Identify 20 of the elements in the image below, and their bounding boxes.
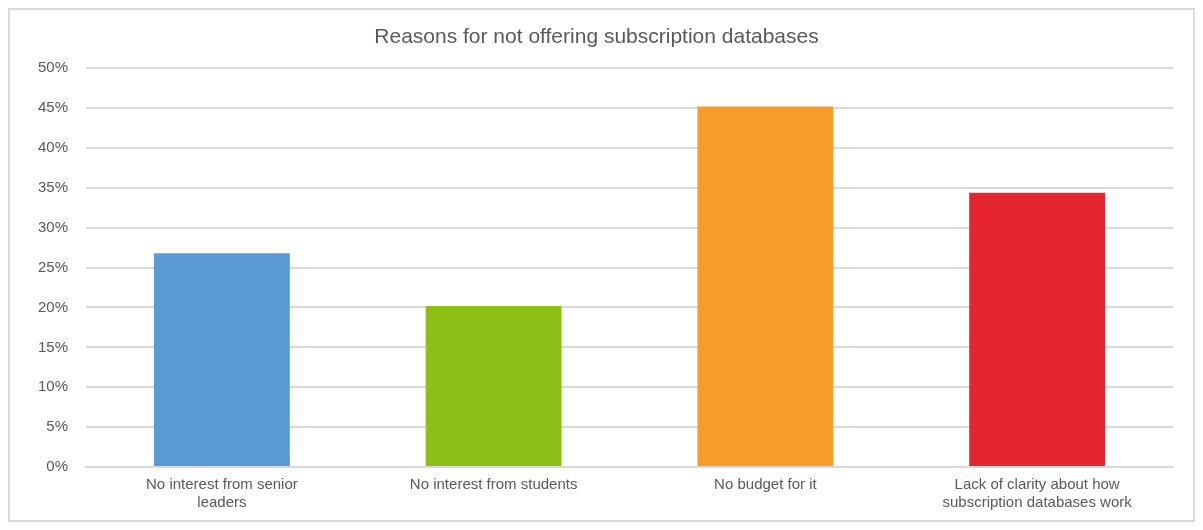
y-tick-label: 40%	[37, 138, 69, 156]
x-tick-label: No budget for it	[714, 475, 818, 493]
y-tick-label: 10%	[37, 377, 69, 395]
y-tick-label: 30%	[37, 217, 69, 235]
chart-title: Reasons for not offering subscription databases	[374, 24, 819, 48]
bar	[153, 253, 290, 466]
y-tick-label: 5%	[46, 417, 69, 435]
x-tick-label: No interest from students	[409, 475, 578, 493]
y-tick-label: 35%	[37, 177, 69, 195]
bar	[969, 192, 1106, 466]
y-tick-label: 15%	[37, 337, 69, 355]
y-tick-label: 45%	[37, 98, 69, 116]
x-tick-label: No interest from senior leaders	[146, 475, 298, 511]
y-tick-label: 20%	[37, 297, 69, 315]
y-tick-label: 0%	[46, 457, 69, 475]
bar	[425, 305, 562, 466]
bar	[697, 106, 834, 466]
y-tick-label: 25%	[37, 257, 69, 275]
y-tick-label: 50%	[37, 58, 69, 76]
x-tick-label: Lack of clarity about how subscription databases work	[942, 475, 1133, 511]
